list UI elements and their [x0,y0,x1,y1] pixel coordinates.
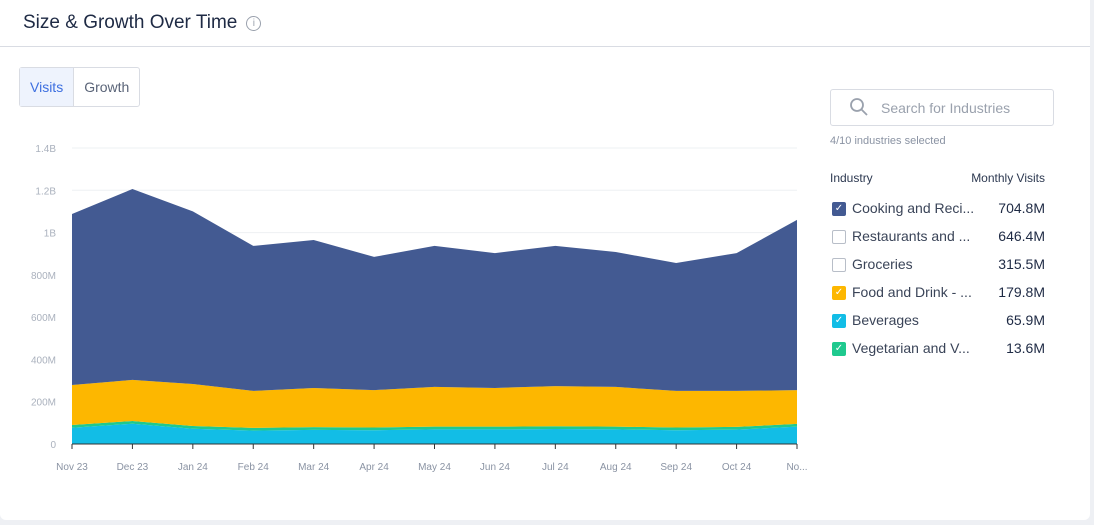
x-tick-label: Oct 24 [722,462,752,473]
card-header: Size & Growth Over Time i [0,0,1090,47]
industry-row[interactable]: ✓ Beverages 65.9M [830,311,1045,331]
industry-row[interactable]: Groceries 315.5M [830,255,1045,275]
search-input[interactable]: Search for Industries [830,89,1054,126]
industry-name: Vegetarian and V... [852,340,970,356]
industry-name: Cooking and Reci... [852,200,975,216]
checkbox[interactable]: ✓ [832,286,846,300]
stacked-area-chart: 0 200M 400M 600M 800M 1B 1.2B 1.4B Nov 23 Dec 23 J… [31,144,808,473]
tab-growth[interactable]: Growth [84,79,130,95]
x-tick-label: Dec 23 [117,462,149,473]
y-tick-label: 1.4B [35,144,56,155]
industry-name: Restaurants and ... [852,228,971,244]
industry-visits: 315.5M [998,256,1045,272]
area-series-1 [72,420,797,431]
industry-visits: 13.6M [1006,340,1045,356]
checkbox[interactable]: ✓ [832,314,846,328]
tab-visits[interactable]: Visits [20,68,75,106]
area-series-0 [72,423,797,444]
table-header: Industry Monthly Visits [830,171,1045,185]
area-series-2 [72,379,797,428]
y-tick-label: 800M [31,271,56,282]
x-tick-label: Mar 24 [298,462,330,473]
x-tick-label: No... [786,462,807,473]
search-placeholder: Search for Industries [881,100,1011,116]
y-tick-label: 1B [44,229,57,240]
industry-row[interactable]: ✓ Cooking and Reci... 704.8M [830,199,1045,219]
x-tick-label: Jul 24 [542,462,569,473]
x-tick-label: Feb 24 [238,462,270,473]
y-tick-label: 600M [31,313,56,324]
y-tick-label: 0 [50,440,56,451]
x-tick-label: Aug 24 [600,462,632,473]
metric-tabs: Visits Growth [19,67,141,107]
industry-visits: 65.9M [1006,312,1045,328]
industry-visits: 646.4M [998,228,1045,244]
x-tick-label: Apr 24 [359,462,389,473]
selection-count: 4/10 industries selected [830,135,946,147]
col-monthly-visits: Monthly Visits [971,171,1045,185]
x-tick-label: Nov 23 [56,462,88,473]
col-industry: Industry [830,171,873,185]
industry-visits: 704.8M [998,200,1045,216]
area-series-3 [72,189,797,391]
x-tick-label: Jun 24 [480,462,510,473]
x-tick-label: May 24 [418,462,451,473]
info-icon[interactable]: i [246,15,262,31]
checkbox[interactable]: ✓ [832,342,846,356]
industry-visits: 179.8M [998,284,1045,300]
industry-name: Beverages [852,312,919,328]
checkbox[interactable] [832,230,846,244]
checkbox[interactable]: ✓ [832,202,846,216]
industry-name: Food and Drink - ... [852,284,972,300]
industry-row[interactable]: ✓ Vegetarian and V... 13.6M [830,339,1045,359]
checkbox[interactable] [832,258,846,272]
industry-row[interactable]: Restaurants and ... 646.4M [830,227,1045,247]
search-icon [850,98,868,116]
y-tick-label: 200M [31,398,56,409]
y-tick-label: 400M [31,355,56,366]
industry-name: Groceries [852,256,913,272]
card-title: Size & Growth Over Time [23,12,238,33]
x-tick-label: Jan 24 [178,462,208,473]
x-tick-label: Sep 24 [660,462,692,473]
y-tick-label: 1.2B [35,186,56,197]
industry-row[interactable]: ✓ Food and Drink - ... 179.8M [830,283,1045,303]
